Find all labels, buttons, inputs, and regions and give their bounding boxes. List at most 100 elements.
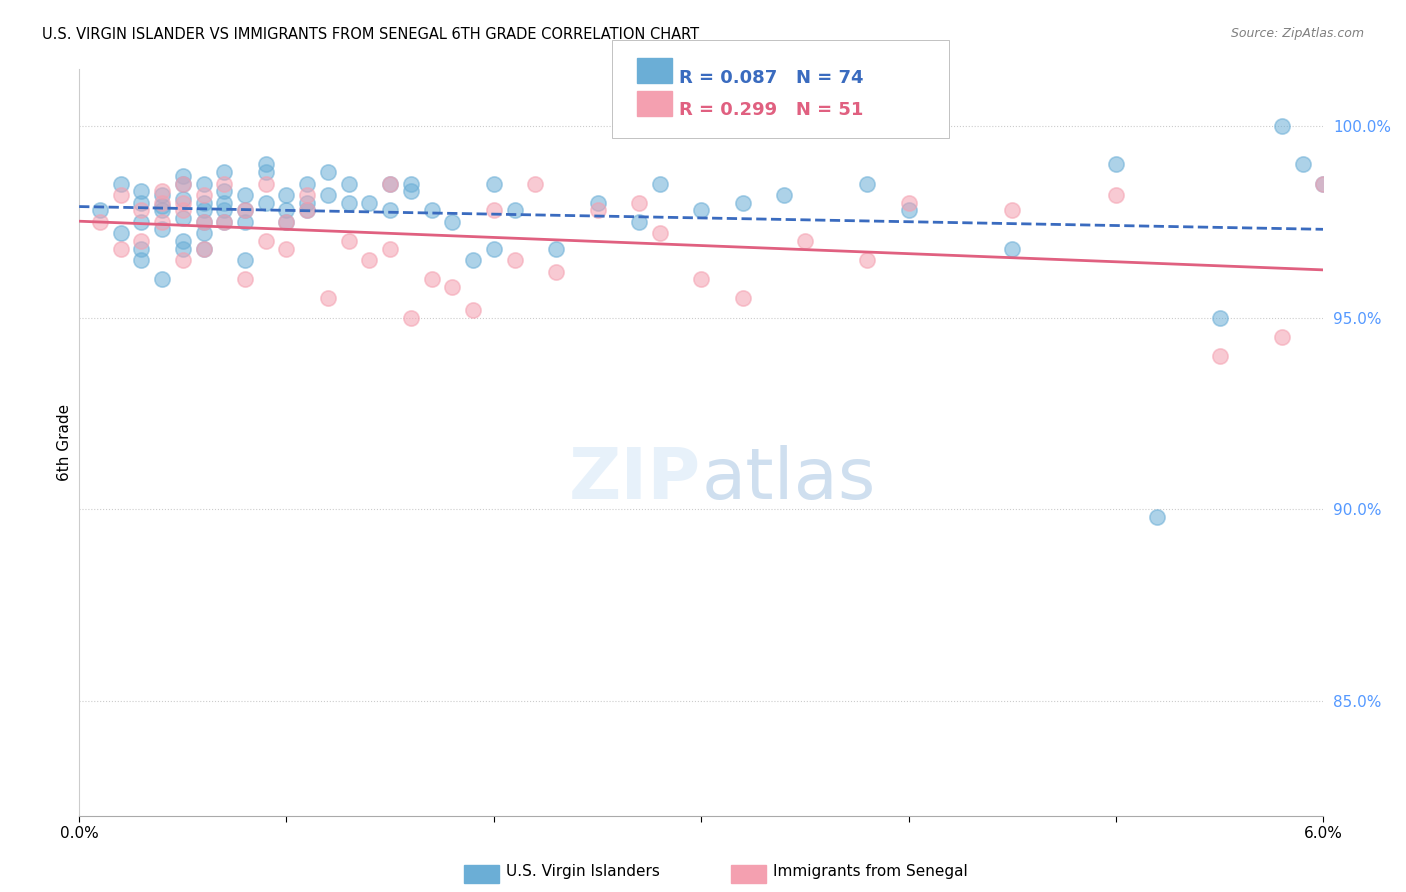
Point [773,188,796,202]
Point [276,215,298,229]
Point [1271,119,1294,133]
Point [627,195,650,210]
Point [193,227,215,241]
Point [1105,188,1128,202]
Point [1105,157,1128,171]
Point [690,203,713,218]
Point [378,177,401,191]
Point [359,195,381,210]
Point [254,157,277,171]
Point [399,177,422,191]
Point [399,184,422,198]
Point [378,203,401,218]
Point [897,203,920,218]
Point [172,234,194,248]
Point [378,242,401,256]
Text: atlas: atlas [702,445,876,514]
Point [482,242,505,256]
Point [193,177,215,191]
Point [233,215,256,229]
Point [172,195,194,210]
Y-axis label: 6th Grade: 6th Grade [58,404,72,481]
Point [586,195,609,210]
Point [482,203,505,218]
Point [172,192,194,206]
Point [254,177,277,191]
Point [420,272,443,286]
Point [89,215,111,229]
Point [89,203,111,218]
Point [172,203,194,218]
Point [337,234,360,248]
Point [648,227,671,241]
Point [316,292,339,306]
Point [172,177,194,191]
Point [378,177,401,191]
Point [1312,177,1334,191]
Point [648,177,671,191]
Point [482,177,505,191]
Point [856,253,879,268]
Text: R = 0.087   N = 74: R = 0.087 N = 74 [679,69,863,87]
Point [214,184,236,198]
Point [172,169,194,183]
Point [150,184,173,198]
Point [214,215,236,229]
Text: Source: ZipAtlas.com: Source: ZipAtlas.com [1230,27,1364,40]
Point [233,188,256,202]
Point [131,184,153,198]
Point [544,265,567,279]
Point [316,188,339,202]
Text: ZIP: ZIP [569,445,702,514]
Point [172,242,194,256]
Point [254,195,277,210]
Point [337,177,360,191]
Point [1146,510,1168,524]
Point [131,203,153,218]
Text: Immigrants from Senegal: Immigrants from Senegal [773,864,969,879]
Point [297,203,319,218]
Point [254,234,277,248]
Point [1291,157,1313,171]
Point [110,227,132,241]
Point [297,188,319,202]
Point [297,203,319,218]
Point [193,203,215,218]
Point [150,272,173,286]
Point [233,253,256,268]
Point [524,177,547,191]
Point [172,211,194,225]
Point [214,165,236,179]
Point [172,177,194,191]
Point [420,203,443,218]
Point [856,177,879,191]
Point [214,195,236,210]
Point [233,203,256,218]
Point [254,165,277,179]
Point [193,195,215,210]
Point [214,203,236,218]
Point [110,242,132,256]
Point [690,272,713,286]
Point [627,215,650,229]
Point [544,242,567,256]
Text: U.S. Virgin Islanders: U.S. Virgin Islanders [506,864,659,879]
Point [110,177,132,191]
Point [193,242,215,256]
Text: U.S. VIRGIN ISLANDER VS IMMIGRANTS FROM SENEGAL 6TH GRADE CORRELATION CHART: U.S. VIRGIN ISLANDER VS IMMIGRANTS FROM … [42,27,699,42]
Point [150,200,173,214]
Point [586,203,609,218]
Point [1001,242,1024,256]
Point [150,188,173,202]
Point [233,203,256,218]
Point [193,188,215,202]
Point [150,195,173,210]
Point [193,242,215,256]
Point [233,272,256,286]
Point [503,253,526,268]
Point [172,253,194,268]
Point [131,242,153,256]
Text: R = 0.299   N = 51: R = 0.299 N = 51 [679,101,863,119]
Point [297,195,319,210]
Point [1312,177,1334,191]
